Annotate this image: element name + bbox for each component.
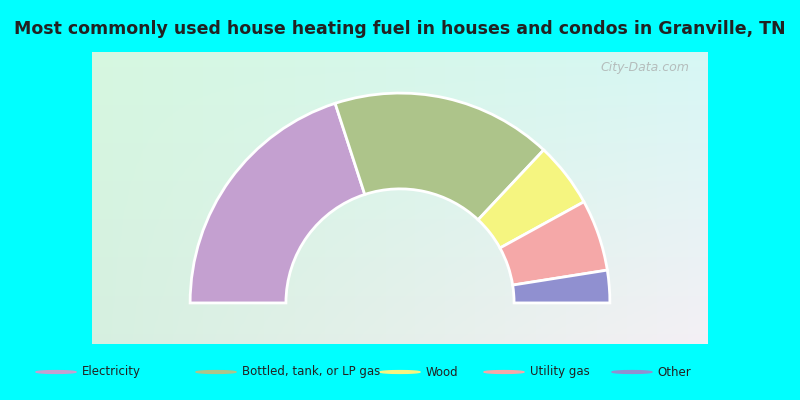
Wedge shape bbox=[478, 150, 584, 248]
Circle shape bbox=[612, 370, 652, 374]
Circle shape bbox=[484, 370, 524, 374]
Wedge shape bbox=[513, 270, 610, 303]
Text: Other: Other bbox=[658, 366, 691, 378]
Wedge shape bbox=[335, 93, 544, 220]
Text: Most commonly used house heating fuel in houses and condos in Granville, TN: Most commonly used house heating fuel in… bbox=[14, 20, 786, 38]
Text: Bottled, tank, or LP gas: Bottled, tank, or LP gas bbox=[242, 366, 380, 378]
Text: Wood: Wood bbox=[426, 366, 458, 378]
Circle shape bbox=[196, 370, 236, 374]
Text: Electricity: Electricity bbox=[82, 366, 141, 378]
Text: Utility gas: Utility gas bbox=[530, 366, 590, 378]
Wedge shape bbox=[500, 202, 607, 285]
Circle shape bbox=[380, 370, 420, 374]
Circle shape bbox=[36, 370, 76, 374]
Text: City-Data.com: City-Data.com bbox=[601, 61, 690, 74]
Wedge shape bbox=[190, 103, 365, 303]
